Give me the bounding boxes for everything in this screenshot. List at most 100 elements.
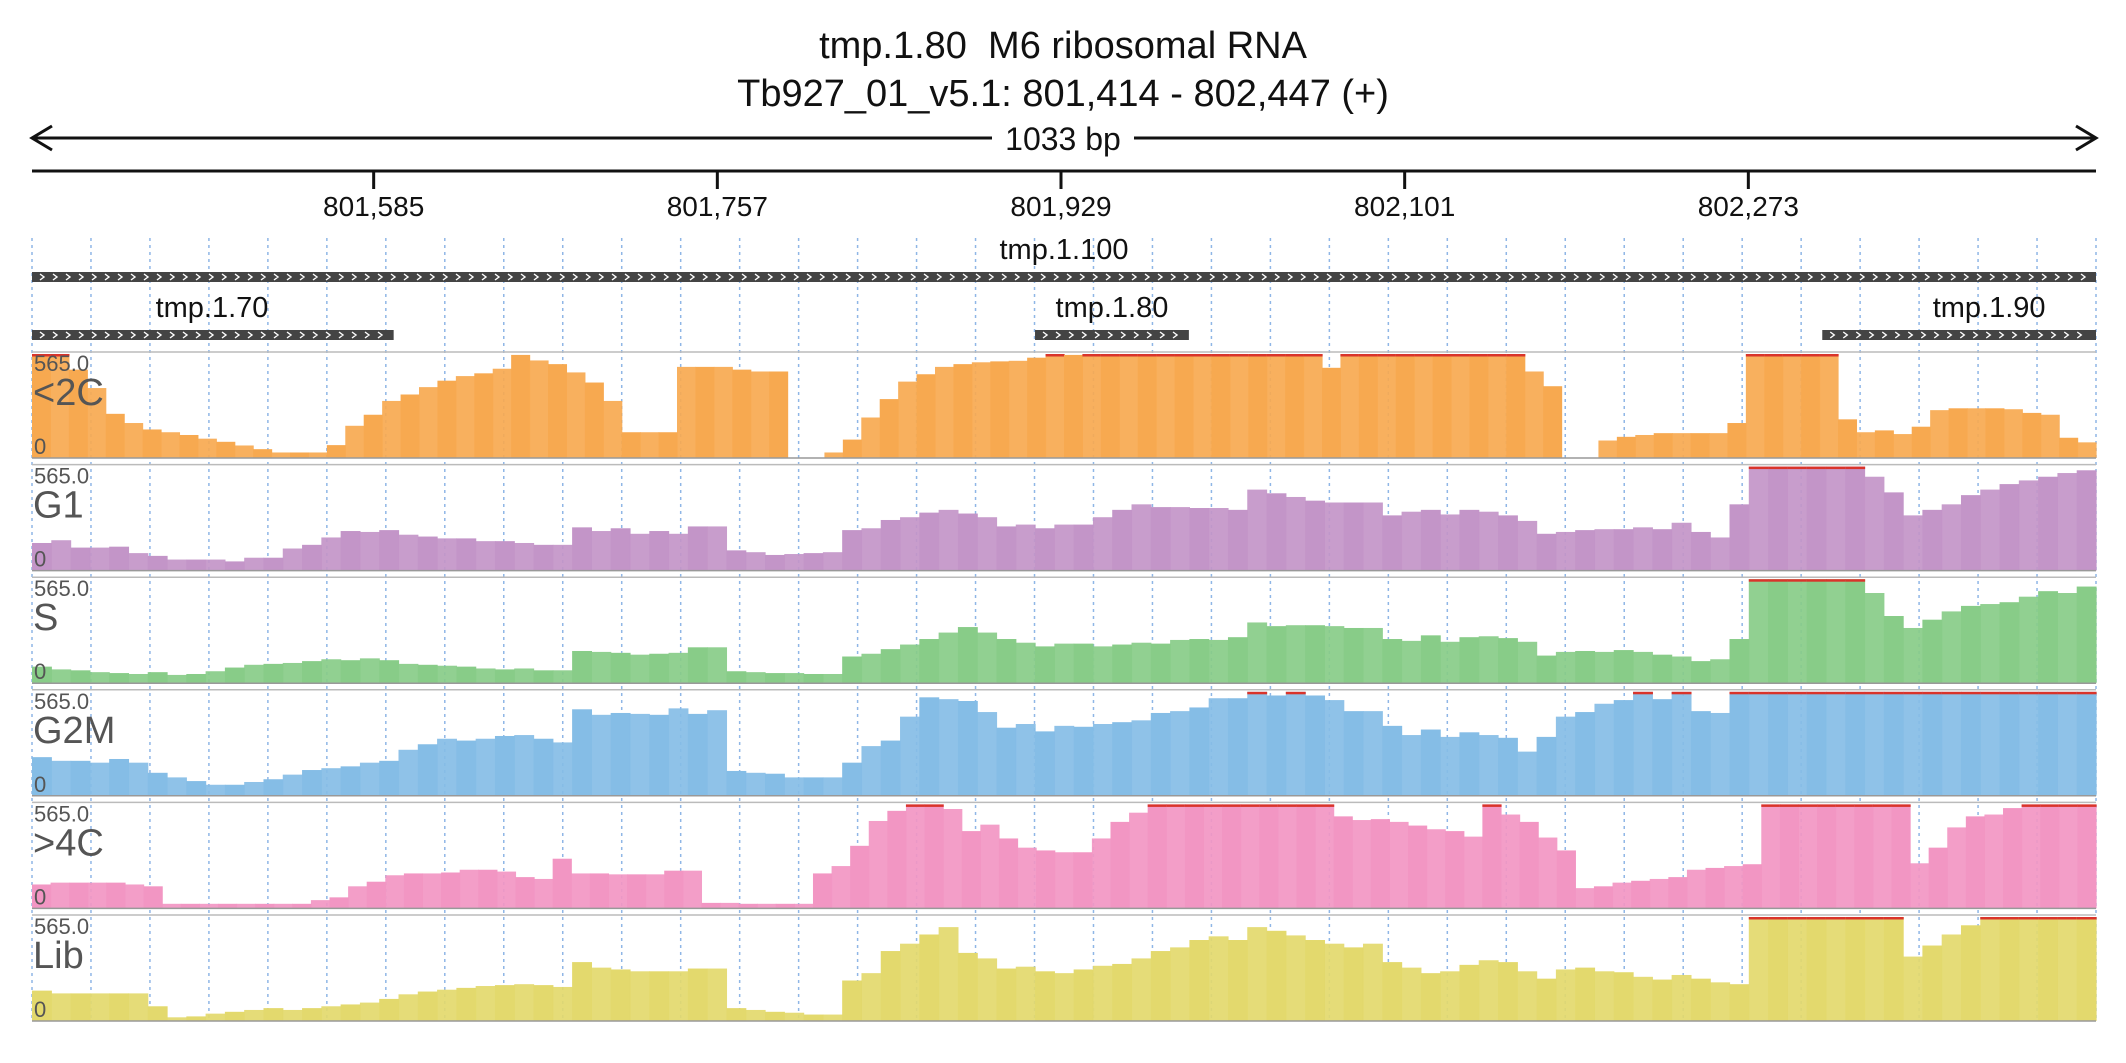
coverage-bar <box>244 664 265 684</box>
coverage-bar <box>478 869 498 909</box>
coverage-bar <box>1787 691 1808 796</box>
coverage-bar <box>217 903 238 909</box>
coverage-bar <box>1575 967 1596 1021</box>
coverage-bar <box>850 845 870 909</box>
coverage-bar <box>2038 591 2059 684</box>
coverage-bar <box>629 654 650 684</box>
coverage-bar <box>1910 863 1930 909</box>
coverage-bar <box>310 900 331 909</box>
clip-marker <box>1166 804 1186 807</box>
coverage-bar <box>1555 969 1576 1021</box>
coverage-bar <box>398 534 419 571</box>
coverage-bar <box>842 530 863 571</box>
coverage-bar <box>1709 433 1729 458</box>
coverage-bar <box>1150 951 1171 1021</box>
clip-marker <box>2076 917 2097 920</box>
coverage-bar <box>302 1008 322 1021</box>
coverage-bar <box>769 371 789 458</box>
span-arrow-left-head <box>29 124 53 152</box>
coverage-bar <box>938 509 959 571</box>
clip-marker <box>1854 804 1874 807</box>
coverage-bar <box>359 1002 380 1021</box>
gene-bar[interactable] <box>1822 330 2096 340</box>
gene-bar[interactable] <box>32 272 2096 282</box>
coverage-bar <box>1112 722 1133 796</box>
coverage-bar <box>552 858 572 909</box>
coverage-bar <box>726 550 747 571</box>
coverage-bar <box>2059 437 2079 458</box>
coverage-bar <box>1463 836 1483 909</box>
coverage-bar <box>695 366 715 458</box>
coverage-bar <box>1401 967 1422 1021</box>
coverage-bar <box>494 669 515 684</box>
coverage-bar <box>1092 724 1113 796</box>
coverage-bar <box>1806 579 1827 684</box>
coverage-bar <box>1324 502 1345 571</box>
clip-marker <box>1941 691 1962 695</box>
coverage-bar <box>1671 522 1692 571</box>
coverage-bar <box>398 749 419 796</box>
coverage-bar <box>1845 917 1866 1021</box>
coverage-bar <box>1054 524 1075 571</box>
clip-marker <box>1806 917 1827 920</box>
coverage-bar <box>1893 434 1913 458</box>
coverage-bar <box>1806 917 1827 1021</box>
clip-marker <box>1277 804 1298 807</box>
coverage-bar <box>400 394 420 458</box>
coverage-bar <box>1536 533 1557 571</box>
clip-marker <box>1247 691 1268 695</box>
clip-marker <box>2038 691 2059 695</box>
track-name-label: <2C <box>33 372 104 414</box>
coverage-bar <box>515 877 535 909</box>
coverage-bar <box>996 639 1017 684</box>
coverage-bar <box>1806 691 1827 796</box>
coverage-bar <box>1690 711 1711 796</box>
coverage-track: 565.0 0 S <box>32 576 2097 684</box>
coverage-bar <box>1543 386 1563 458</box>
clip-marker <box>2058 804 2079 807</box>
coverage-bar <box>1469 354 1489 458</box>
coverage-bar <box>822 673 843 684</box>
coverage-bar <box>842 656 863 684</box>
coverage-bar <box>1285 625 1306 684</box>
clip-marker <box>1787 579 1808 582</box>
coverage-bar <box>1440 971 1461 1021</box>
coverage-bar <box>1340 354 1360 458</box>
coverage-bar <box>1984 814 2004 909</box>
coverage-bar <box>720 902 740 909</box>
coverage-bar <box>340 1004 361 1021</box>
coverage-bar <box>629 533 650 571</box>
coverage-bar <box>1980 691 2001 796</box>
clip-marker <box>2021 804 2041 807</box>
coverage-bar <box>1189 940 1210 1021</box>
coverage-bar <box>765 1011 785 1021</box>
coverage-bar <box>1631 880 1651 909</box>
clip-marker <box>1761 804 1781 807</box>
coverage-bar <box>1980 917 2001 1021</box>
coverage-bar <box>1054 725 1075 796</box>
coverage-bar <box>255 903 275 909</box>
gene-label: tmp.1.80 <box>1056 292 1169 324</box>
coverage-bar <box>1801 354 1821 458</box>
y-min-label: 0 <box>34 547 46 572</box>
coverage-bar <box>1652 654 1673 684</box>
coverage-bar <box>1193 354 1213 458</box>
span-label: 1033 bp <box>1005 121 1121 157</box>
coverage-bar <box>1960 495 1981 571</box>
coverage-bar <box>455 376 475 458</box>
coverage-bar <box>128 762 149 796</box>
coverage-bar <box>1227 698 1248 796</box>
coverage-bar <box>1710 712 1731 796</box>
coverage-bar <box>861 528 882 571</box>
clip-marker <box>1764 354 1784 357</box>
clip-marker <box>1825 466 1846 470</box>
coverage-bar <box>87 388 107 458</box>
coverage-bar <box>32 542 52 571</box>
coverage-bar <box>1555 716 1576 796</box>
coverage-bar <box>514 984 535 1021</box>
clip-marker <box>50 354 70 357</box>
coverage-bar <box>1082 354 1102 458</box>
coverage-bar <box>880 649 901 684</box>
clip-marker <box>1883 691 1904 695</box>
track-name-label: G1 <box>33 485 84 527</box>
